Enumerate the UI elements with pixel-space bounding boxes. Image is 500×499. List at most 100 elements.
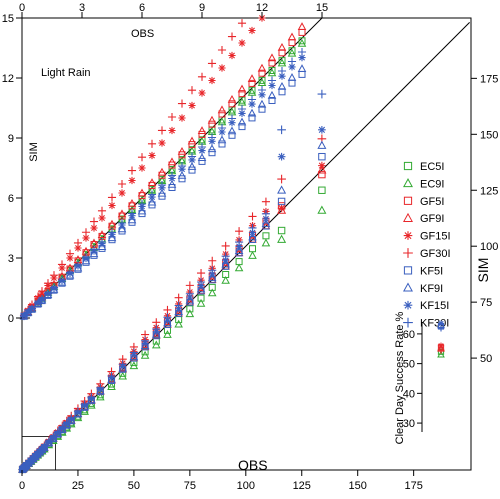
zoom-point-KF9I (43, 290, 53, 299)
zoom-point-KF9I (117, 224, 127, 233)
main-point-GF5I (318, 170, 326, 179)
zoom-point-KF15I (298, 54, 306, 62)
legend-marker-EC5I (403, 161, 413, 171)
zoom-point-KF30I (73, 260, 83, 269)
main-point-GF9I (317, 165, 327, 174)
zoom-point-EC9I (277, 58, 287, 67)
zoom-point-GF9I (157, 167, 167, 176)
main-point-GF15I (318, 161, 326, 170)
zoom-point-KF5I (238, 123, 246, 131)
legend-label-EC5I: EC5I (420, 161, 444, 173)
zoom-point-KF30I (217, 123, 227, 133)
zoom-point-GF30I (237, 19, 247, 28)
legend-label-KF9I: KF9I (420, 283, 443, 295)
zoom-point-KF30I (297, 47, 307, 57)
zoom-y-tick-label: 9 (8, 133, 14, 145)
zoom-point-EC5I (198, 136, 206, 144)
zoom-point-KF30I (157, 180, 167, 190)
zoom-point-KF30I (197, 142, 207, 152)
rate-tick-label: 40 (403, 388, 415, 400)
zoom-point-GF5I (208, 120, 216, 128)
main-point-KF30I (221, 252, 230, 261)
zoom-point-GF15I (158, 139, 166, 147)
zoom-data-points (19, 14, 307, 321)
zoom-point-KF9I (277, 81, 287, 90)
zoom-point-EC5I (238, 96, 246, 104)
zoom-point-KF15I (258, 91, 266, 99)
zoom-point-KF15I (278, 72, 286, 80)
zoom-point-EC9I (267, 68, 277, 77)
main-point-EC5I (249, 245, 257, 253)
zoom-point-GF30I (197, 72, 207, 81)
zoom-point-KF5I (248, 114, 256, 122)
zoom-point-KF30I (177, 161, 187, 171)
zoom-point-GF30I (157, 126, 167, 135)
zoom-point-KF30I (49, 283, 59, 292)
zoom-point-GF15I (148, 151, 156, 160)
zoom-point-KF9I (167, 179, 177, 188)
zoom-point-EC9I (227, 107, 237, 116)
main-point-KF9I (248, 232, 257, 241)
main-point-KF15I (318, 125, 326, 134)
zoom-point-EC9I (297, 38, 307, 47)
zoom-point-KF30I (37, 294, 47, 304)
zoom-point-KF30I (57, 275, 67, 285)
main-point-KF9I (207, 273, 217, 282)
main-point-EC9I (87, 400, 96, 409)
zoom-point-KF30I (247, 95, 257, 104)
zoom-x-tick-label: 0 (19, 2, 25, 14)
main-point-EC5I (186, 305, 194, 313)
main-x-ticks: 0 25 50 75 100 125 150 175 (19, 470, 423, 492)
zoom-point-GF30I (37, 287, 47, 296)
zoom-point-KF9I (147, 197, 157, 206)
legend-marker-GF9I (403, 212, 413, 222)
zoom-point-GF9I (197, 126, 207, 134)
zoom-point-KF9I (207, 144, 217, 153)
zoom-point-EC9I (217, 117, 227, 126)
zoom-point-KF15I (288, 63, 296, 71)
zoom-point-KF30I (97, 237, 107, 247)
zoom-y-axis-label: SIM (28, 142, 40, 162)
main-point-EC9I (140, 350, 150, 359)
zoom-point-GF30I (117, 179, 127, 189)
main-point-KF30I (49, 433, 58, 442)
main-point-KF30I (248, 223, 257, 233)
main-point-KF30I (53, 428, 62, 437)
main-point-KF30I (277, 125, 286, 135)
main-y-tick-label: 100 (480, 241, 498, 253)
zoom-point-GF30I (177, 99, 187, 108)
main-point-KF30I (87, 393, 96, 402)
zoom-point-KF5I (288, 79, 296, 87)
main-point-EC9I (107, 382, 116, 390)
zoom-y-tick-label: 12 (2, 73, 14, 85)
zoom-point-KF30I (89, 245, 99, 254)
zoom-point-KF5I (228, 131, 236, 139)
main-point-KF9I (174, 307, 183, 315)
zoom-point-GF15I (108, 201, 116, 210)
main-point-KF30I (196, 277, 206, 287)
main-x-tick-label: 50 (128, 480, 140, 492)
zoom-point-GF5I (198, 130, 206, 138)
main-point-EC5I (318, 186, 326, 194)
zoom-point-KF30I (277, 66, 287, 76)
main-point-KF9I (196, 284, 206, 293)
main-y-axis-label: SIM (475, 258, 491, 283)
zoom-point-KF5I (268, 97, 276, 104)
zoom-point-KF15I (238, 109, 246, 117)
zoom-point-GF9I (297, 22, 307, 30)
zoom-point-GF30I (227, 32, 237, 41)
zoom-point-GF5I (218, 110, 226, 118)
zoom-point-KF9I (197, 153, 207, 161)
zoom-point-GF30I (97, 206, 107, 215)
zoom-point-KF9I (107, 233, 117, 242)
legend-label-KF15I: KF15I (420, 300, 449, 312)
main-point-KF30I (40, 442, 49, 451)
legend-label-KF30I: KF30I (420, 318, 449, 330)
zoom-point-KF30I (287, 57, 297, 66)
zoom-point-GF15I (178, 114, 186, 122)
zoom-point-KF9I (97, 242, 107, 250)
zoom-point-KF9I (127, 215, 137, 224)
zoom-point-GF15I (90, 224, 98, 232)
zoom-point-GF9I (187, 136, 197, 145)
rate-tick-label: 50 (403, 359, 415, 371)
